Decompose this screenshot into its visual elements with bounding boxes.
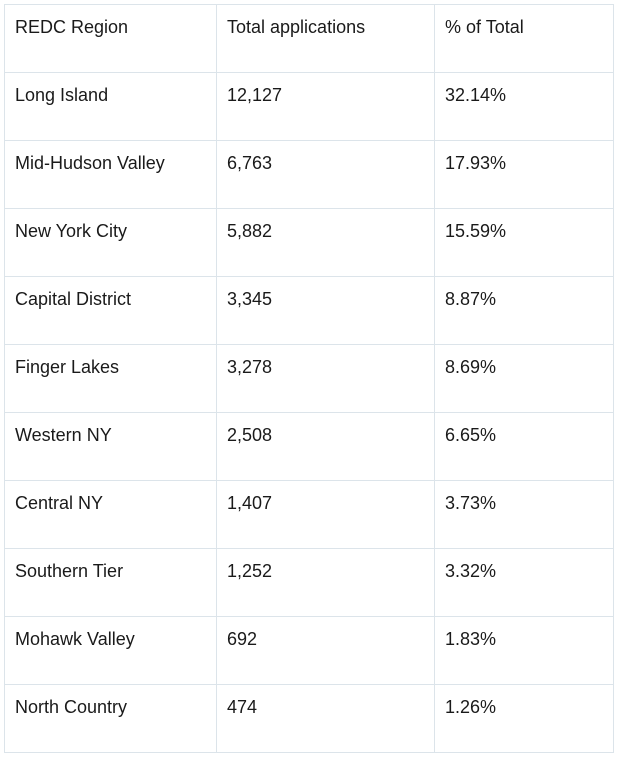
cell-percent: 3.32% xyxy=(435,549,614,617)
cell-total: 474 xyxy=(217,685,435,753)
cell-total: 6,763 xyxy=(217,141,435,209)
table-header-row: REDC Region Total applications % of Tota… xyxy=(5,5,614,73)
cell-region: Capital District xyxy=(5,277,217,345)
cell-total: 692 xyxy=(217,617,435,685)
cell-percent: 1.83% xyxy=(435,617,614,685)
table-row: New York City 5,882 15.59% xyxy=(5,209,614,277)
redc-applications-table: REDC Region Total applications % of Tota… xyxy=(4,4,614,753)
column-header-total-applications: Total applications xyxy=(217,5,435,73)
table-row: Southern Tier 1,252 3.32% xyxy=(5,549,614,617)
cell-region: Finger Lakes xyxy=(5,345,217,413)
table-row: Mohawk Valley 692 1.83% xyxy=(5,617,614,685)
table-row: North Country 474 1.26% xyxy=(5,685,614,753)
cell-region: Southern Tier xyxy=(5,549,217,617)
cell-percent: 6.65% xyxy=(435,413,614,481)
table-body: Long Island 12,127 32.14% Mid-Hudson Val… xyxy=(5,73,614,753)
cell-region: Mid-Hudson Valley xyxy=(5,141,217,209)
cell-region: North Country xyxy=(5,685,217,753)
column-header-region: REDC Region xyxy=(5,5,217,73)
cell-total: 2,508 xyxy=(217,413,435,481)
cell-total: 1,407 xyxy=(217,481,435,549)
cell-total: 3,278 xyxy=(217,345,435,413)
table-row: Long Island 12,127 32.14% xyxy=(5,73,614,141)
table-header: REDC Region Total applications % of Tota… xyxy=(5,5,614,73)
cell-percent: 1.26% xyxy=(435,685,614,753)
cell-region: Long Island xyxy=(5,73,217,141)
cell-percent: 8.69% xyxy=(435,345,614,413)
cell-region: New York City xyxy=(5,209,217,277)
cell-total: 12,127 xyxy=(217,73,435,141)
cell-total: 1,252 xyxy=(217,549,435,617)
cell-total: 5,882 xyxy=(217,209,435,277)
cell-total: 3,345 xyxy=(217,277,435,345)
table-row: Finger Lakes 3,278 8.69% xyxy=(5,345,614,413)
cell-percent: 3.73% xyxy=(435,481,614,549)
column-header-percent-of-total: % of Total xyxy=(435,5,614,73)
table-row: Central NY 1,407 3.73% xyxy=(5,481,614,549)
cell-region: Central NY xyxy=(5,481,217,549)
table-row: Capital District 3,345 8.87% xyxy=(5,277,614,345)
table-row: Mid-Hudson Valley 6,763 17.93% xyxy=(5,141,614,209)
cell-percent: 17.93% xyxy=(435,141,614,209)
cell-percent: 32.14% xyxy=(435,73,614,141)
cell-percent: 8.87% xyxy=(435,277,614,345)
cell-region: Mohawk Valley xyxy=(5,617,217,685)
cell-percent: 15.59% xyxy=(435,209,614,277)
cell-region: Western NY xyxy=(5,413,217,481)
table-row: Western NY 2,508 6.65% xyxy=(5,413,614,481)
